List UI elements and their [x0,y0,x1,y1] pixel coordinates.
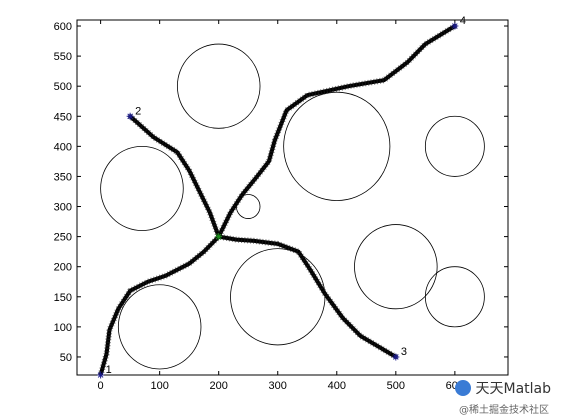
node-marker [126,112,134,120]
x-tick-label: 200 [210,380,228,392]
path-line [216,24,457,239]
obstacle-circle [176,43,261,129]
y-tick-label: 300 [54,202,72,214]
node-marker [392,353,400,361]
obstacle-circle [100,145,184,231]
y-tick-label: 50 [60,352,72,364]
y-tick-label: 150 [54,292,72,304]
y-tick-label: 100 [54,322,72,334]
x-tick-label: 300 [269,380,287,392]
y-tick-label: 250 [54,232,72,244]
y-tick-label: 600 [54,21,72,33]
path-marker-texture [218,233,398,360]
watermark: 天天Matlab [455,378,551,398]
node-label: 4 [460,15,466,27]
node-label: 3 [401,346,407,358]
x-axis: 0100200300400500600 [98,20,464,392]
y-tick-label: 400 [54,141,72,153]
y-tick-label: 450 [54,111,72,123]
path-lines [97,23,457,375]
path-marker-texture [97,234,221,375]
center-marker [215,233,223,241]
node-label: 1 [106,364,112,376]
obstacle-circle [424,115,485,177]
x-tick-label: 500 [387,380,405,392]
obstacle-circle [117,284,202,370]
node-label: 2 [135,105,141,117]
x-tick-label: 100 [150,380,168,392]
y-tick-label: 350 [54,171,72,183]
y-tick-label: 550 [54,51,72,63]
path-marker-texture [128,114,222,238]
x-tick-label: 0 [98,380,104,392]
watermark-logo-icon [455,380,472,396]
obstacle-circle [354,224,438,310]
node-marker [97,371,105,379]
x-tick-label: 400 [328,380,346,392]
y-tick-label: 500 [54,81,72,93]
y-tick-label: 200 [54,262,72,274]
y-axis: 50 100 150 200 250 300 350 400 450 500 550 600 [54,21,508,364]
plot-area [76,19,509,376]
nodes: 1 2 3 4 [97,15,466,379]
watermark-text: 天天Matlab [475,381,551,397]
obstacle-circle [424,266,485,328]
node-marker [451,22,459,30]
obstacle-circle [283,91,391,201]
watermark-subtext: @稀土掘金技术社区 [459,405,549,416]
